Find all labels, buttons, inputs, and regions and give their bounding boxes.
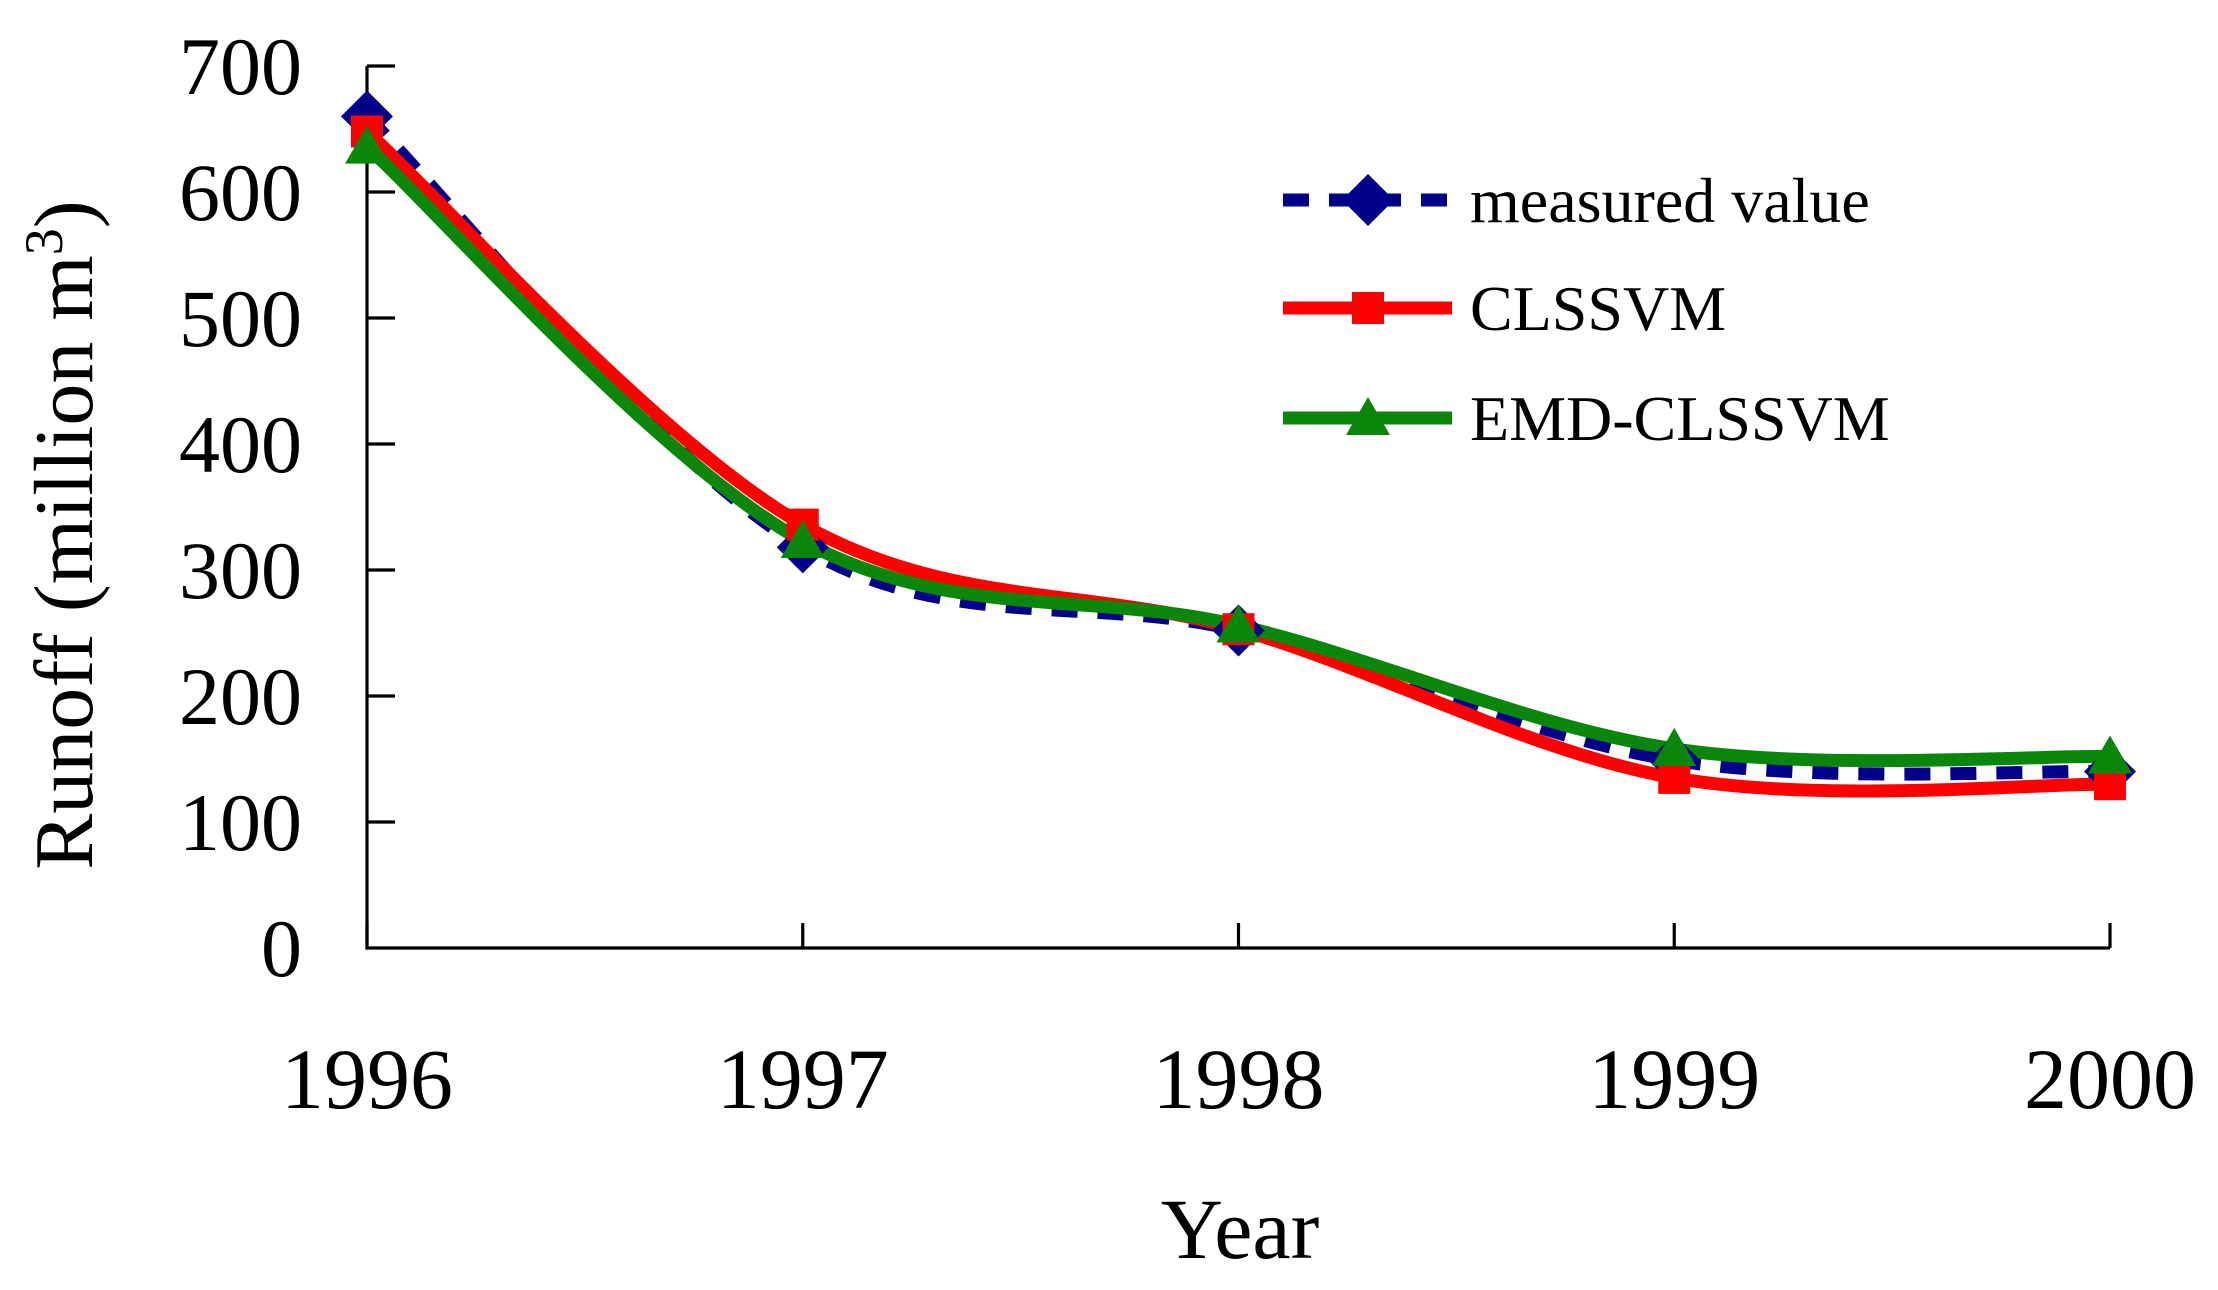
y-axis-title: Runoff (million m3)	[14, 200, 111, 869]
y-axis-tick-label: 0	[261, 903, 302, 994]
y-axis-tick-label: 300	[179, 525, 302, 616]
y-axis-tick-label: 700	[179, 21, 302, 112]
legend-marker-diamond	[1342, 174, 1394, 226]
axis-labels: 0 100 200 300 400 500 600 700 1996 1997 1998 1999 20…	[14, 21, 2196, 1277]
legend-label: measured value	[1470, 165, 1870, 236]
x-axis-tick-label: 1998	[1153, 1031, 1325, 1127]
series-line-emd-clssvm	[362, 141, 2111, 768]
marker-emd-clssvm-1997	[780, 520, 825, 559]
x-axis-title: Year	[1161, 1181, 1319, 1277]
axes	[365, 64, 2112, 950]
y-axis-tick-label: 400	[179, 399, 302, 490]
x-axis-tick-label: 1997	[717, 1031, 889, 1127]
marker-clssvm-1999	[1658, 761, 1691, 794]
x-axis-tick-label: 1999	[1588, 1031, 1760, 1127]
series-markers	[341, 90, 2136, 801]
legend-item-emd-clssvm: EMD-CLSSVM	[1283, 383, 1890, 454]
marker-clssvm-2000	[2094, 768, 2126, 801]
legend-marker-triangle	[1346, 397, 1390, 435]
y-axis-tick-label: 500	[179, 273, 302, 364]
x-axis-tick-label: 2000	[2024, 1031, 2196, 1127]
legend-label: EMD-CLSSVM	[1470, 383, 1890, 454]
y-axis-tick-label: 100	[179, 777, 302, 868]
y-axis-tick-label: 600	[179, 147, 302, 238]
marker-emd-clssvm-1999	[1652, 727, 1697, 766]
legend-label: CLSSVM	[1470, 273, 1726, 344]
series-lines	[362, 111, 2111, 798]
legend-item-measured-value: measured value	[1283, 165, 1870, 236]
marker-emd-clssvm-1998	[1216, 604, 1261, 643]
y-axis-tick-label: 200	[179, 651, 302, 742]
legend-item-clssvm: CLSSVM	[1283, 273, 1726, 344]
legend: measured value CLSSVM EMD-CLSSVM	[1283, 165, 1890, 454]
marker-emd-clssvm-1996	[345, 125, 389, 164]
legend-marker-square	[1352, 292, 1384, 324]
x-axis-tick-label: 1996	[281, 1031, 453, 1127]
marker-emd-clssvm-2000	[2088, 735, 2132, 774]
